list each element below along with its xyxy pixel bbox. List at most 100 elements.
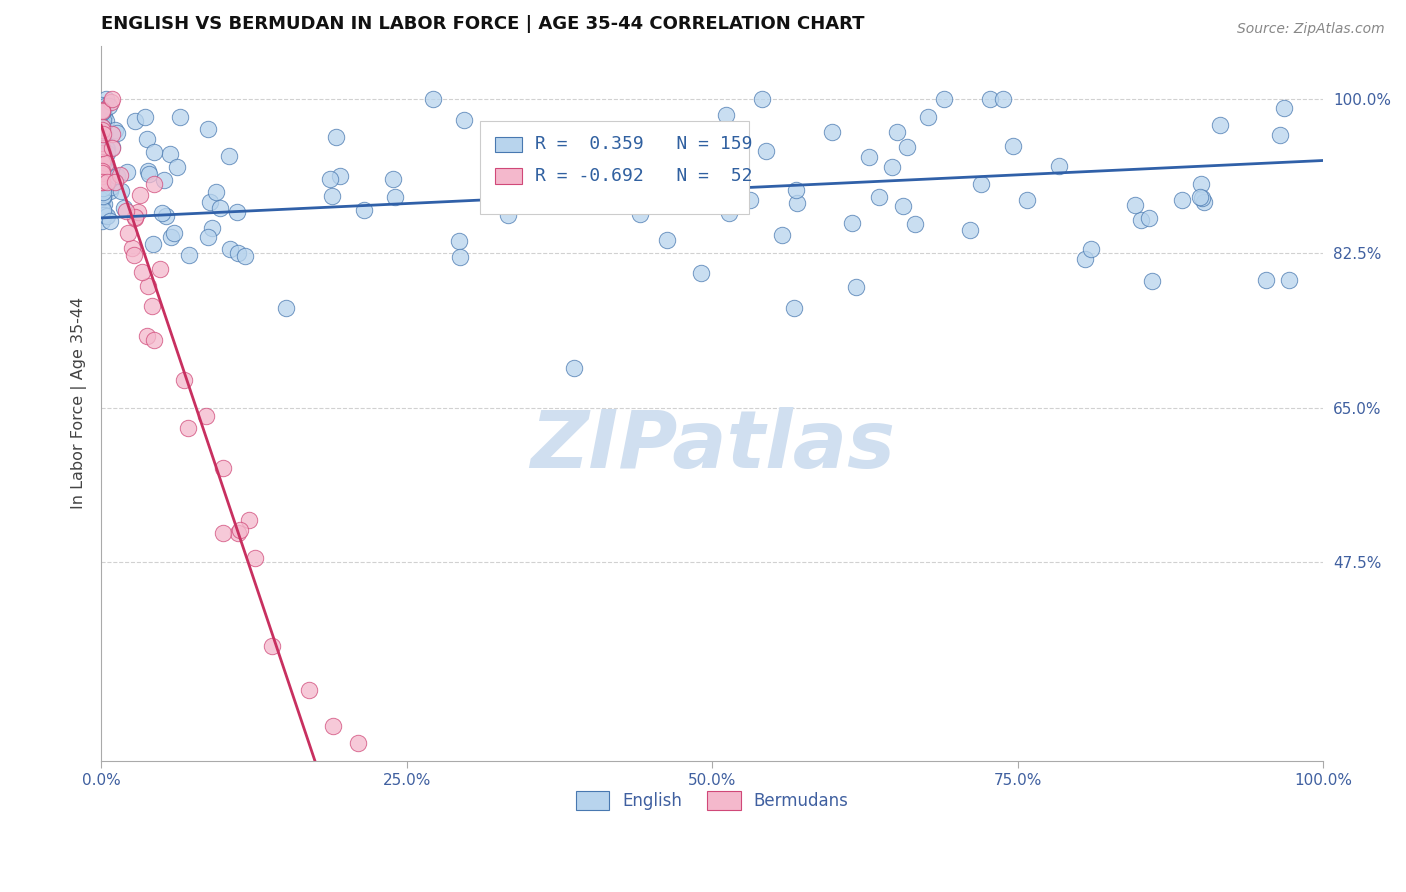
- Point: [346, 736, 368, 750]
- Point: [496, 208, 519, 222]
- Point: [90, 150, 112, 164]
- Point: [718, 205, 741, 219]
- Point: [1015, 193, 1038, 207]
- Point: [510, 194, 533, 208]
- Point: [1278, 273, 1301, 287]
- Point: [751, 92, 773, 106]
- Point: [959, 223, 981, 237]
- Point: [101, 140, 124, 154]
- Point: [91, 105, 114, 120]
- Point: [90, 199, 112, 213]
- Point: [91, 103, 114, 117]
- Point: [166, 160, 188, 174]
- Y-axis label: In Labor Force | Age 35-44: In Labor Force | Age 35-44: [72, 297, 87, 509]
- Point: [197, 230, 219, 244]
- Point: [689, 266, 711, 280]
- Point: [135, 132, 157, 146]
- Point: [143, 334, 166, 348]
- Point: [101, 127, 124, 141]
- Point: [90, 180, 112, 194]
- Point: [422, 92, 444, 106]
- Point: [136, 279, 159, 293]
- Point: [226, 245, 249, 260]
- Point: [98, 213, 121, 227]
- Point: [124, 210, 146, 224]
- Point: [91, 188, 114, 202]
- Point: [845, 280, 868, 294]
- Point: [868, 190, 890, 204]
- Point: [94, 92, 117, 106]
- Point: [195, 409, 218, 423]
- Point: [91, 202, 114, 217]
- Point: [229, 524, 252, 538]
- Point: [522, 154, 544, 169]
- Point: [1080, 242, 1102, 256]
- Point: [127, 205, 149, 219]
- Point: [262, 640, 284, 654]
- Point: [657, 234, 679, 248]
- Point: [96, 155, 118, 169]
- Point: [112, 201, 135, 215]
- Point: [91, 130, 114, 145]
- Point: [90, 123, 112, 137]
- Point: [90, 120, 112, 134]
- FancyBboxPatch shape: [495, 136, 522, 153]
- Point: [1189, 177, 1212, 191]
- Point: [117, 226, 139, 240]
- Point: [91, 113, 114, 128]
- Point: [934, 92, 956, 106]
- Point: [321, 188, 343, 202]
- Point: [155, 209, 177, 223]
- Point: [714, 108, 737, 122]
- Point: [664, 161, 686, 176]
- Point: [98, 99, 121, 113]
- Point: [858, 150, 880, 164]
- Point: [233, 249, 256, 263]
- Point: [141, 299, 163, 313]
- Point: [93, 159, 115, 173]
- Point: [96, 175, 118, 189]
- Point: [1272, 101, 1295, 115]
- Point: [98, 184, 121, 198]
- Point: [90, 175, 112, 189]
- Point: [91, 108, 114, 122]
- Point: [782, 301, 804, 315]
- Point: [91, 145, 114, 159]
- Point: [886, 125, 908, 139]
- Point: [211, 525, 233, 540]
- Text: ZIPatlas: ZIPatlas: [530, 408, 894, 485]
- Point: [991, 92, 1014, 106]
- Point: [91, 189, 114, 203]
- Point: [917, 111, 939, 125]
- Point: [1049, 159, 1071, 173]
- Point: [90, 165, 112, 179]
- Point: [90, 154, 112, 169]
- Point: [384, 190, 406, 204]
- Point: [173, 373, 195, 387]
- Point: [90, 152, 112, 166]
- Point: [770, 228, 793, 243]
- Point: [115, 204, 138, 219]
- Point: [1191, 191, 1213, 205]
- Point: [592, 160, 614, 174]
- Point: [124, 248, 146, 262]
- Point: [1123, 198, 1146, 212]
- Point: [94, 174, 117, 188]
- Point: [238, 513, 260, 527]
- Point: [100, 179, 122, 194]
- Point: [90, 153, 112, 167]
- Point: [96, 114, 118, 128]
- Point: [136, 328, 159, 343]
- Point: [134, 110, 156, 124]
- Point: [201, 220, 224, 235]
- Point: [90, 103, 112, 118]
- Point: [211, 461, 233, 475]
- Point: [142, 236, 165, 251]
- Point: [153, 173, 176, 187]
- Point: [1270, 128, 1292, 142]
- Point: [90, 141, 112, 155]
- Point: [108, 168, 131, 182]
- Point: [91, 185, 114, 199]
- Point: [91, 184, 114, 198]
- Point: [91, 148, 114, 162]
